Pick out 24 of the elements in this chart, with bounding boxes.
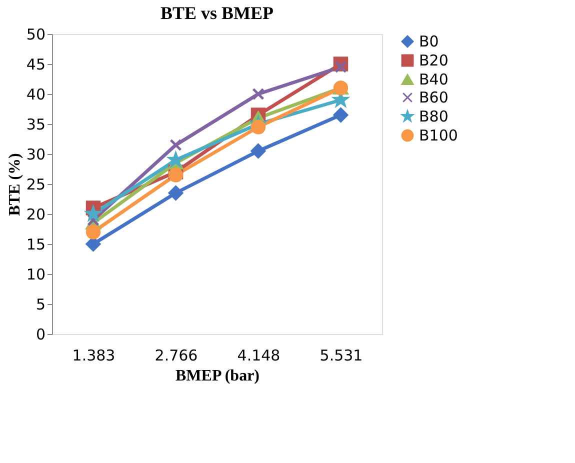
y-tick-label: 45	[26, 56, 46, 74]
x-tick-label: 2.766	[154, 346, 198, 364]
x-axis-title: BMEP (bar)	[176, 368, 260, 384]
legend-label: B20	[419, 52, 448, 70]
y-axis-title: BTE (%)	[6, 153, 24, 216]
legend-label: B80	[419, 108, 448, 126]
legend-label: B40	[419, 70, 448, 88]
x-tick-label: 1.383	[72, 346, 116, 364]
x-tick-label: 4.148	[237, 346, 280, 364]
y-tick-label: 0	[36, 326, 46, 344]
y-tick-label: 10	[26, 266, 46, 284]
y-tick-label: 20	[26, 206, 46, 224]
y-tick-label: 35	[26, 116, 46, 134]
y-tick-label: 15	[26, 236, 46, 254]
legend-label: B0	[419, 32, 439, 50]
y-tick-label: 30	[26, 146, 46, 164]
y-tick-label: 50	[26, 26, 46, 44]
chart-title: BTE vs BMEP	[160, 3, 274, 23]
y-tick-label: 40	[26, 86, 46, 104]
legend-label: B100	[419, 126, 458, 144]
y-tick-label: 25	[26, 176, 46, 194]
x-tick-label: 5.531	[320, 346, 363, 364]
legend-label: B60	[419, 88, 448, 106]
y-tick-label: 5	[36, 296, 46, 314]
